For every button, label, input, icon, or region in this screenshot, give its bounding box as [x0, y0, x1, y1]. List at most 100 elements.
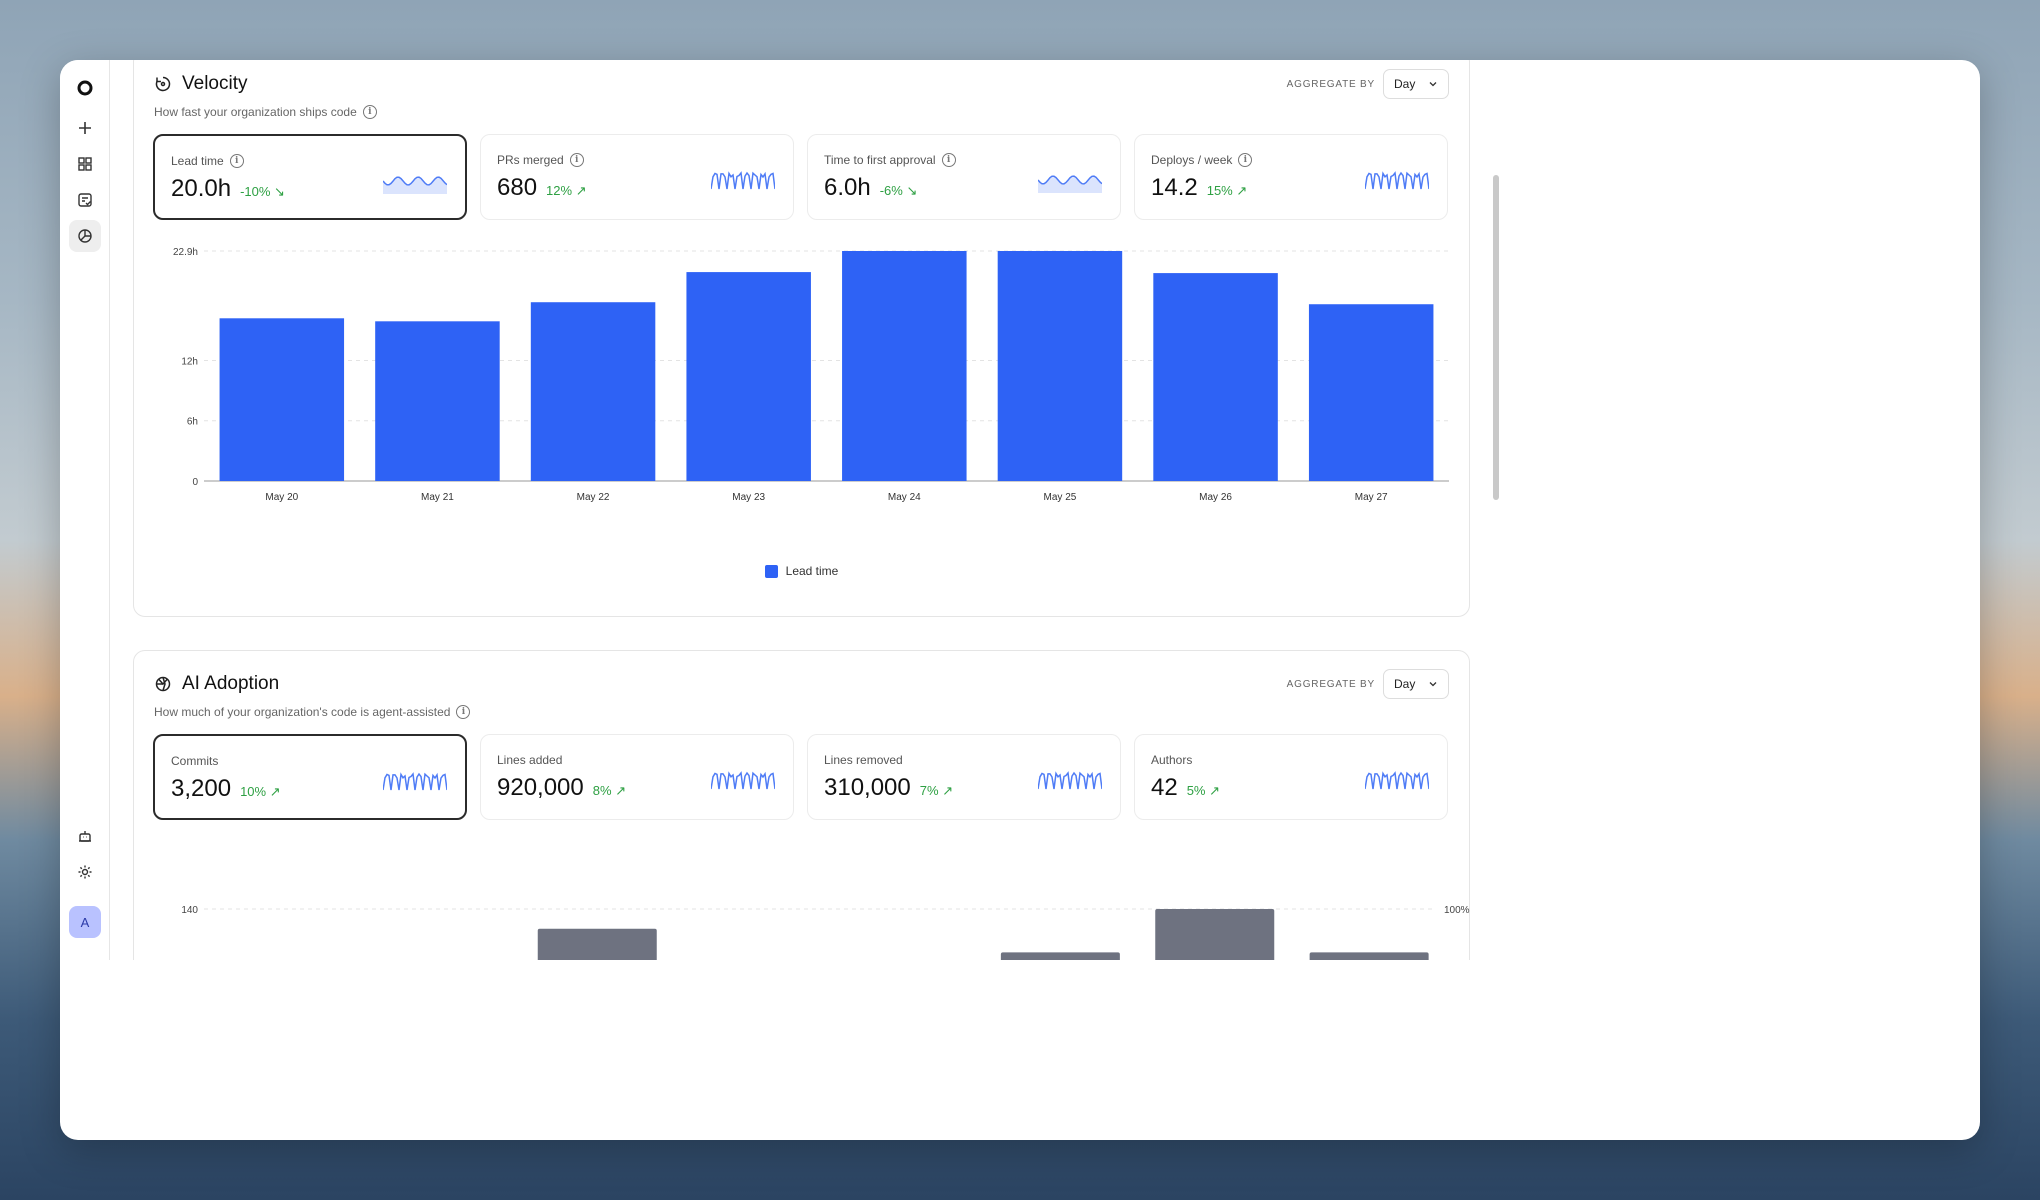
viewport: A Velocity How fast your organization sh… — [60, 60, 1980, 960]
bar[interactable] — [219, 318, 345, 481]
gear-icon[interactable] — [69, 856, 101, 888]
metric-value: 6.0h -6% ↘ — [824, 174, 917, 202]
metric-label: PRs merged i — [497, 153, 584, 167]
review-icon[interactable] — [69, 184, 101, 216]
metric-label: Lines added — [497, 753, 562, 767]
metric-delta: 15% ↗ — [1207, 183, 1248, 199]
adoption-title-text: AI Adoption — [182, 673, 280, 694]
bar[interactable] — [997, 251, 1123, 481]
metric-card[interactable]: Lines removed 310,000 7% ↗ — [807, 734, 1121, 820]
bot-icon[interactable] — [69, 820, 101, 852]
info-icon[interactable]: i — [569, 153, 584, 167]
stack-bar[interactable] — [537, 928, 657, 960]
metric-card[interactable]: Lead time i 20.0h -10% ↘ — [153, 134, 467, 220]
metric-value: 680 12% ↗ — [497, 174, 587, 202]
metric-card[interactable]: PRs merged i 680 12% ↗ — [480, 134, 794, 220]
metric-delta: -6% ↘ — [880, 183, 918, 199]
info-icon[interactable]: i — [362, 105, 377, 119]
bar[interactable] — [1308, 304, 1434, 481]
metric-number: 310,000 — [824, 774, 911, 801]
info-icon[interactable]: i — [1238, 153, 1253, 167]
chart-legend: Lead time — [134, 564, 1469, 578]
velocity-title-text: Velocity — [182, 73, 248, 94]
sparkline — [1038, 175, 1102, 193]
metric-delta-text: 12% — [546, 183, 573, 198]
metric-value: 14.2 15% ↗ — [1151, 174, 1247, 202]
grid-icon[interactable] — [69, 148, 101, 180]
analytics-icon[interactable] — [69, 220, 101, 252]
info-icon[interactable]: i — [456, 705, 471, 719]
metric-label-text: Time to first approval — [824, 153, 936, 167]
velocity-title: Velocity — [154, 73, 247, 95]
metric-delta-text: 5% — [1186, 783, 1206, 798]
metric-number: 3,200 — [171, 775, 232, 802]
metric-label: Time to first approval i — [824, 153, 956, 167]
metric-number: 680 — [497, 174, 538, 201]
velocity-subtitle-text: How fast your organization ships code — [154, 105, 357, 119]
velocity-card: Velocity How fast your organization ship… — [133, 60, 1470, 617]
metric-card[interactable]: Time to first approval i 6.0h -6% ↘ — [807, 134, 1121, 220]
sparkline — [1038, 771, 1102, 790]
arrow-up-right-icon: ↗ — [942, 783, 954, 798]
arrow-up-right-icon: ↗ — [575, 183, 587, 198]
scrollbar[interactable] — [1493, 175, 1499, 500]
sidebar: A — [60, 60, 110, 960]
metric-delta: 5% ↗ — [1187, 783, 1220, 799]
y-tick-label: 22.9h — [173, 247, 198, 258]
x-tick-label: May 20 — [265, 492, 298, 503]
info-icon[interactable]: i — [229, 154, 244, 168]
logo-icon[interactable] — [69, 72, 101, 104]
metric-delta: -10% ↘ — [240, 184, 285, 200]
aggregate-label: AGGREGATE BY — [1286, 678, 1375, 690]
metric-card[interactable]: Lines added 920,000 8% ↗ — [480, 734, 794, 820]
adoption-card: AI Adoption How much of your organizatio… — [133, 650, 1470, 960]
metric-value: 310,000 7% ↗ — [824, 774, 953, 802]
bar[interactable] — [686, 272, 811, 481]
bar[interactable] — [842, 251, 967, 481]
stack-bar[interactable] — [1309, 952, 1429, 960]
metric-label-text: Lead time — [171, 154, 224, 168]
stack-bar[interactable] — [1000, 952, 1120, 960]
aggregate-select[interactable]: Day — [1383, 669, 1449, 699]
avatar[interactable]: A — [69, 906, 101, 938]
sparkline — [383, 772, 447, 791]
metric-delta-text: -10% — [240, 184, 271, 199]
metric-delta-text: 15% — [1206, 183, 1233, 198]
bar[interactable] — [530, 302, 656, 481]
arrow-up-right-icon: ↗ — [615, 783, 627, 798]
adoption-title: AI Adoption — [154, 673, 279, 695]
aggregate-value: Day — [1394, 677, 1416, 691]
aggregate-value: Day — [1394, 77, 1416, 91]
info-icon[interactable]: i — [941, 153, 956, 167]
sparkline — [711, 171, 775, 190]
sparkline — [711, 771, 775, 790]
arrow-down-right-icon: ↘ — [274, 184, 285, 199]
metric-label: Commits — [171, 754, 218, 768]
y-right-tick-label: 100% — [1444, 905, 1470, 916]
metric-label: Deploys / week i — [1151, 153, 1253, 167]
metric-value: 20.0h -10% ↘ — [171, 175, 285, 203]
chevron-down-icon — [1429, 82, 1437, 87]
metric-delta-text: 8% — [592, 783, 612, 798]
aggregate-select[interactable]: Day — [1383, 69, 1449, 99]
adoption-subtitle: How much of your organization's code is … — [154, 705, 471, 719]
bar[interactable] — [375, 321, 500, 481]
stack-bar[interactable] — [1155, 909, 1275, 960]
app-window: A Velocity How fast your organization sh… — [60, 60, 1980, 1140]
adoption-subtitle-text: How much of your organization's code is … — [154, 705, 451, 719]
bar[interactable] — [1153, 273, 1278, 481]
x-tick-label: May 21 — [421, 492, 454, 503]
metric-label-text: PRs merged — [497, 153, 564, 167]
metric-card[interactable]: Authors 42 5% ↗ — [1134, 734, 1448, 820]
metric-number: 20.0h — [171, 175, 232, 202]
metric-number: 6.0h — [824, 174, 871, 201]
metric-delta-text: 10% — [240, 784, 267, 799]
metric-label: Lead time i — [171, 154, 244, 168]
metric-card[interactable]: Commits 3,200 10% ↗ — [153, 734, 467, 820]
velocity-icon — [155, 76, 171, 92]
metric-card[interactable]: Deploys / week i 14.2 15% ↗ — [1134, 134, 1448, 220]
x-tick-label: May 22 — [577, 492, 610, 503]
plus-icon[interactable] — [69, 112, 101, 144]
metric-delta: 8% ↗ — [593, 783, 626, 799]
